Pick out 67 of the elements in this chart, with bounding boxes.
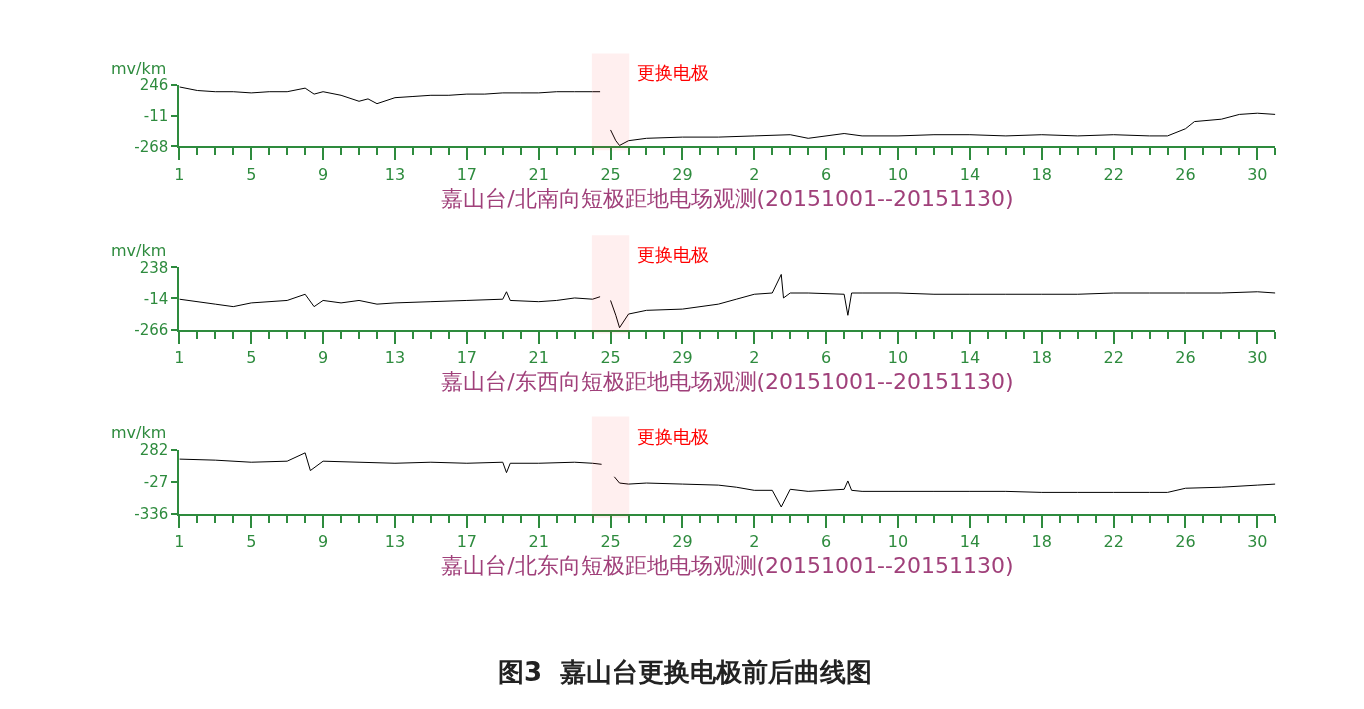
x-tick-label: 5	[246, 164, 257, 184]
x-tick-label: 2	[749, 347, 760, 367]
x-tick-label: 29	[672, 532, 693, 552]
x-tick-label: 22	[1103, 164, 1124, 184]
y-tick-label: -14	[143, 289, 169, 308]
y-tick-label: -266	[134, 320, 169, 339]
x-tick-label: 22	[1103, 532, 1124, 552]
x-tick-label: 1	[174, 532, 185, 552]
x-tick-label: 18	[1031, 347, 1052, 367]
x-tick-label: 6	[821, 532, 832, 552]
y-axis-title: mv/km	[111, 59, 167, 78]
band-label: 更换电极	[637, 244, 709, 265]
x-tick-label: 9	[317, 532, 329, 552]
x-tick-label: 29	[672, 164, 693, 184]
x-tick-label: 21	[528, 164, 549, 184]
x-tick-label: 1	[174, 164, 185, 184]
x-tick-label: 14	[959, 532, 981, 552]
x-tick-label: 9	[317, 347, 329, 367]
x-tick-label: 9	[317, 164, 329, 184]
x-tick-label: 25	[600, 532, 621, 552]
y-tick-label: 238	[139, 258, 169, 277]
x-tick-label: 10	[887, 347, 909, 367]
y-tick-label: -27	[143, 472, 169, 491]
x-tick-label: 2	[749, 164, 760, 184]
x-tick-label: 30	[1247, 532, 1268, 552]
y-tick-label: -268	[134, 137, 169, 156]
x-tick-label: 30	[1247, 347, 1268, 367]
y-tick-label: 246	[139, 76, 169, 95]
x-tick-label: 17	[456, 532, 478, 552]
x-tick-label: 17	[456, 164, 478, 184]
x-axis-title: 嘉山台/北东向短极距地电场观测(20151001--20151130)	[441, 553, 1014, 579]
y-tick-label: -11	[143, 106, 169, 125]
x-tick-label: 25	[600, 347, 621, 367]
band-label: 更换电极	[637, 426, 709, 447]
x-tick-label: 14	[959, 347, 981, 367]
x-tick-label: 18	[1031, 164, 1052, 184]
y-axis-title: mv/km	[111, 423, 167, 442]
x-tick-label: 2	[749, 532, 760, 552]
y-tick-label: 282	[139, 440, 169, 459]
x-tick-label: 10	[887, 164, 909, 184]
x-tick-label: 21	[528, 347, 549, 367]
x-tick-label: 13	[384, 532, 406, 552]
x-tick-label: 5	[246, 347, 257, 367]
x-tick-label: 5	[246, 532, 257, 552]
x-tick-label: 10	[887, 532, 909, 552]
y-tick-label: -336	[134, 505, 169, 524]
x-tick-label: 17	[456, 347, 478, 367]
band-label: 更换电极	[637, 62, 709, 83]
x-tick-label: 18	[1031, 532, 1052, 552]
x-tick-label: 30	[1247, 164, 1268, 184]
x-axis-title: 嘉山台/北南向短极距地电场观测(20151001--20151130)	[441, 186, 1014, 212]
x-tick-label: 26	[1175, 532, 1196, 552]
x-tick-label: 22	[1103, 347, 1124, 367]
x-tick-label: 25	[600, 164, 621, 184]
x-tick-label: 26	[1175, 164, 1196, 184]
y-axis-title: mv/km	[111, 241, 167, 260]
x-tick-label: 6	[821, 164, 832, 184]
x-tick-label: 13	[384, 347, 406, 367]
caption: 图3 嘉山台更换电极前后曲线图	[498, 657, 873, 687]
x-tick-label: 26	[1175, 347, 1196, 367]
x-tick-label: 13	[384, 164, 406, 184]
x-tick-label: 1	[174, 347, 185, 367]
x-tick-label: 29	[672, 347, 693, 367]
x-tick-label: 21	[528, 532, 549, 552]
x-axis-title: 嘉山台/东西向短极距地电场观测(20151001--20151130)	[441, 369, 1014, 395]
x-tick-label: 14	[959, 164, 981, 184]
x-tick-label: 6	[821, 347, 832, 367]
